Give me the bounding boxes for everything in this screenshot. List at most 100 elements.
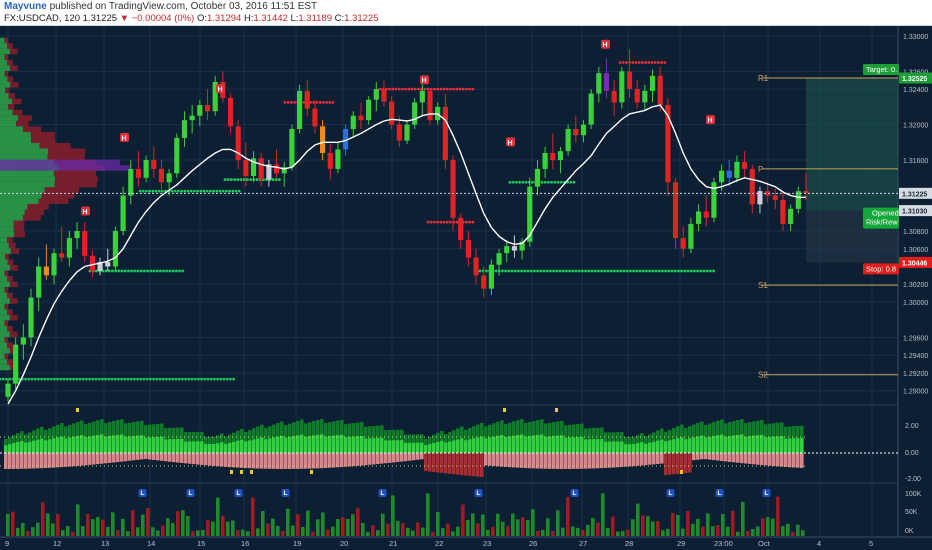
oscillator-bar xyxy=(444,453,448,474)
oscillator-bar xyxy=(276,436,280,453)
oscillator-bar xyxy=(192,441,196,453)
volume-bar xyxy=(691,523,695,536)
oscillator-bar xyxy=(312,435,316,453)
volume-bar xyxy=(531,509,535,536)
candle xyxy=(143,155,149,183)
oscillator-bar xyxy=(736,453,740,463)
sr-dot xyxy=(455,220,459,224)
oscillator-bar xyxy=(372,438,376,453)
sr-dot xyxy=(290,101,293,104)
volume-bar xyxy=(221,515,225,536)
candle xyxy=(158,160,165,192)
candle xyxy=(557,146,564,174)
candles xyxy=(5,49,809,402)
oscillator-bar xyxy=(716,435,720,453)
oscillator-bar xyxy=(152,453,156,460)
sr-dot xyxy=(558,269,562,273)
volume-bar xyxy=(526,520,530,536)
close-value: 1.31225 xyxy=(344,13,379,24)
oscillator-bar xyxy=(40,453,44,469)
volume-bar xyxy=(456,526,460,536)
volume-profile-bar xyxy=(0,359,8,365)
volume-bar xyxy=(711,526,715,536)
sr-dot xyxy=(686,269,690,273)
volume-profile-bar xyxy=(7,325,13,332)
sr-dot xyxy=(283,101,287,104)
sr-dot xyxy=(221,189,225,193)
oscillator-bar xyxy=(416,442,420,453)
sr-dot xyxy=(569,180,573,184)
candle xyxy=(427,89,433,125)
candle xyxy=(166,168,172,196)
pivot-level-label: S2 xyxy=(758,371,768,380)
volume-bar xyxy=(301,527,305,536)
sr-dot xyxy=(625,269,629,273)
candle-body xyxy=(296,90,303,130)
volume-bar xyxy=(296,514,300,536)
sr-dot xyxy=(331,101,335,104)
volume-bar xyxy=(741,501,745,536)
oscillator-bar xyxy=(556,435,560,453)
candle xyxy=(680,226,686,258)
volume-profile-bar xyxy=(0,98,13,105)
oscillator-bar xyxy=(464,440,468,453)
candle xyxy=(197,99,203,127)
volume-profile-bar xyxy=(0,348,10,354)
volume-profile-bar xyxy=(4,303,9,310)
sr-dot xyxy=(550,180,553,184)
candle xyxy=(289,124,295,171)
sr-dot xyxy=(190,377,194,381)
sr-dot xyxy=(508,180,512,184)
signal-dot xyxy=(310,470,313,474)
candle-body xyxy=(511,246,518,251)
oscillator-bar xyxy=(568,453,572,469)
sr-dot xyxy=(246,178,249,181)
candle-body xyxy=(74,231,80,239)
sr-dot xyxy=(133,377,136,381)
oscillator-bar xyxy=(788,438,792,453)
oscillator-bar xyxy=(536,434,540,453)
sr-dot xyxy=(635,269,639,273)
volume-bar xyxy=(486,529,490,536)
oscillator-bar xyxy=(572,437,576,453)
author-name[interactable]: Mayvune xyxy=(4,1,47,12)
sr-dot xyxy=(407,87,411,91)
oscillator-bar xyxy=(436,453,440,473)
sr-dot xyxy=(552,269,555,273)
oscillator-bar xyxy=(160,436,164,453)
volume-bar xyxy=(61,530,65,536)
oscillator-bar xyxy=(212,444,216,453)
volume-bar xyxy=(431,531,435,536)
volume-profile-bar xyxy=(0,70,5,77)
entry-price-tag-box xyxy=(899,205,932,217)
sr-dot xyxy=(200,377,204,381)
candle-body xyxy=(603,73,610,91)
oscillator-bar xyxy=(792,438,796,453)
oscillator-bar xyxy=(104,436,108,453)
volume-bar xyxy=(381,513,385,536)
oscillator-bar xyxy=(308,436,312,453)
volume-bar xyxy=(576,527,580,536)
time-tick-label: 21 xyxy=(389,539,397,548)
sr-dot xyxy=(168,377,172,381)
sr-dot xyxy=(223,178,227,181)
volume-tick-label: 0K xyxy=(905,528,914,535)
volume-bar xyxy=(226,521,230,536)
sr-dot xyxy=(673,269,677,273)
publish-info: published on TradingView.com, October 03… xyxy=(49,1,318,12)
candle-body xyxy=(795,191,801,209)
sr-dot xyxy=(423,87,427,91)
oscillator-bar xyxy=(332,453,336,468)
volume-bar xyxy=(246,531,250,536)
sr-dot xyxy=(449,220,452,224)
volume-bar xyxy=(171,523,175,536)
oscillator-bar xyxy=(8,444,12,453)
time-tick-label: 15 xyxy=(197,539,205,548)
sr-dot xyxy=(53,377,56,381)
volume-profile-bar xyxy=(0,93,9,99)
sr-dot xyxy=(78,377,82,381)
sr-dot xyxy=(452,87,455,91)
candle xyxy=(772,188,778,209)
sr-dot xyxy=(622,269,626,273)
